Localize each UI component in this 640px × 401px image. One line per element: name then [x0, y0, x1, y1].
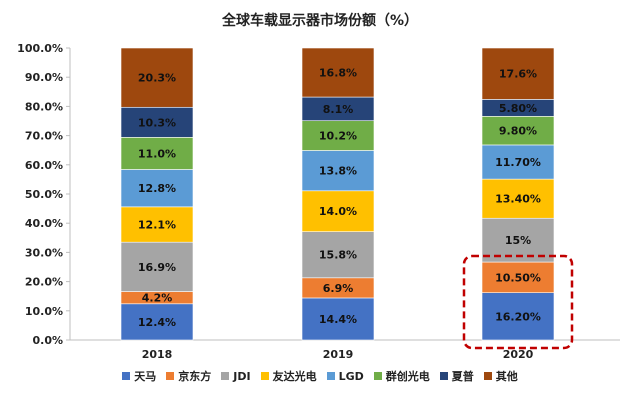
data-label: 6.9% — [323, 282, 354, 295]
data-label: 13.40% — [495, 193, 541, 206]
legend-label: 友达光电 — [272, 370, 317, 383]
bar-segment — [301, 297, 375, 341]
legend-label: JDI — [233, 370, 251, 383]
bar-segment — [481, 217, 555, 263]
bar-segment — [481, 178, 555, 219]
legend-swatch — [166, 372, 175, 380]
data-label: 16.9% — [138, 261, 176, 274]
data-label: 8.1% — [323, 103, 354, 116]
y-tick-label: 10.0% — [25, 305, 63, 318]
data-label: 16.8% — [319, 67, 357, 80]
y-tick-label: 20.0% — [25, 276, 63, 289]
legend-swatch — [483, 372, 492, 380]
legend-item: 夏普 — [439, 368, 474, 384]
data-label: 15% — [505, 234, 531, 247]
legend-label: 群创光电 — [385, 370, 430, 383]
data-label: 14.4% — [319, 313, 357, 326]
y-tick-label: 30.0% — [25, 246, 63, 259]
data-label: 12.4% — [138, 316, 176, 329]
y-tick-label: 50.0% — [25, 188, 63, 201]
bar-segment — [301, 190, 375, 232]
legend-item: JDI — [221, 370, 251, 383]
bar-segment — [120, 303, 194, 341]
bar-segment — [301, 231, 375, 279]
data-label: 10.3% — [138, 116, 176, 129]
legend-label: 京东方 — [178, 370, 212, 383]
bar-segment — [301, 47, 375, 98]
bar-segment — [481, 261, 555, 293]
data-label: 20.3% — [138, 72, 176, 85]
legend-label: 其他 — [495, 370, 518, 383]
y-tick-label: 90.0% — [25, 71, 63, 84]
bar-segment — [120, 169, 194, 208]
data-label: 15.8% — [319, 249, 357, 262]
legend-swatch — [326, 372, 335, 380]
y-tick-label: 40.0% — [25, 217, 63, 230]
bar-segment — [481, 47, 555, 100]
data-label: 12.8% — [138, 182, 176, 195]
bar-segment — [301, 120, 375, 151]
legend-label: LGD — [338, 370, 364, 383]
data-label: 10.50% — [495, 271, 541, 284]
x-tick-label: 2020 — [503, 348, 534, 361]
legend-swatch — [439, 372, 448, 380]
data-label: 12.1% — [138, 219, 176, 232]
data-label: 11.0% — [138, 147, 176, 160]
legend-label: 夏普 — [451, 370, 474, 383]
y-tick-label: 80.0% — [25, 100, 63, 113]
data-label: 17.6% — [499, 68, 537, 81]
data-label: 11.70% — [495, 156, 541, 169]
bar-segment — [481, 292, 555, 341]
legend-swatch — [373, 372, 382, 380]
legend-item: 京东方 — [166, 368, 211, 384]
data-label: 16.20% — [495, 310, 541, 323]
x-tick-label: 2018 — [142, 348, 173, 361]
bar-segment — [301, 150, 375, 192]
y-tick-label: 60.0% — [25, 159, 63, 172]
data-label: 5.80% — [499, 102, 537, 115]
legend-item: 天马 — [122, 368, 156, 384]
legend-item: 其他 — [483, 368, 518, 384]
bar-segment — [120, 106, 194, 138]
legend-swatch — [221, 372, 230, 380]
highlight-box — [462, 254, 574, 350]
legend-label: 天马 — [134, 370, 157, 383]
x-tick-label: 2019 — [323, 348, 354, 361]
data-label: 4.2% — [142, 292, 173, 305]
bar-segment — [120, 47, 194, 108]
chart-legend: 天马 京东方 JDI 友达光电 LGD 群创光电 夏普 其他 — [0, 368, 640, 384]
y-tick-label: 0.0% — [32, 334, 63, 347]
bar-segment — [481, 144, 555, 180]
chart-title: 全球车载显示器市场份额（%） — [221, 13, 419, 29]
legend-item: 友达光电 — [260, 368, 317, 384]
bar-segment — [120, 241, 194, 292]
bar-segment — [120, 206, 194, 243]
legend-item: LGD — [326, 370, 364, 383]
bar-segment — [481, 116, 555, 146]
data-label: 14.0% — [319, 205, 357, 218]
legend-swatch — [122, 372, 131, 380]
data-label: 9.80% — [499, 125, 537, 138]
data-label: 10.2% — [319, 130, 357, 143]
data-label: 13.8% — [319, 165, 357, 178]
y-tick-label: 100.0% — [17, 42, 63, 55]
legend-item: 群创光电 — [373, 368, 430, 384]
y-tick-label: 70.0% — [25, 130, 63, 143]
legend-swatch — [260, 372, 269, 380]
